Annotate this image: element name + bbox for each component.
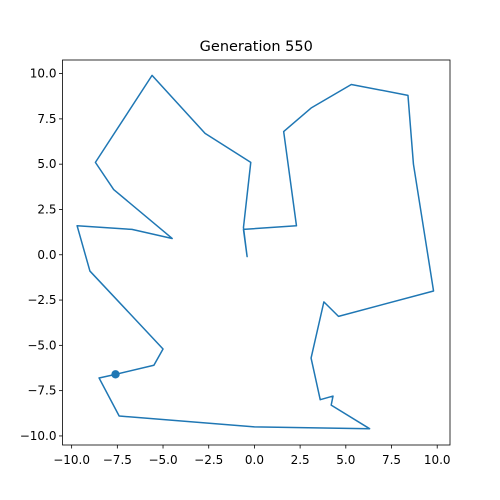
y-tick-label: −2.5 <box>27 293 56 307</box>
y-tick-label: −10.0 <box>20 429 57 443</box>
start-point-marker <box>111 370 120 379</box>
chart-title: Generation 550 <box>200 39 313 55</box>
x-tick-label: −7.5 <box>103 453 132 467</box>
x-tick-label: 5.0 <box>336 453 355 467</box>
x-tick-label: 7.5 <box>382 453 401 467</box>
x-tick-label: −2.5 <box>194 453 223 467</box>
x-axis-ticks: −10.0 −7.5 −5.0 −2.5 0.0 2.5 5.0 7.5 10.0 <box>53 445 451 467</box>
y-tick-label: 10.0 <box>30 67 57 81</box>
y-tick-label: 0.0 <box>37 248 56 262</box>
y-tick-label: 5.0 <box>37 157 56 171</box>
series-layer <box>76 74 435 430</box>
plot-frame <box>62 59 451 446</box>
x-tick-label: −5.0 <box>148 453 177 467</box>
x-tick-label: 0.0 <box>245 453 264 467</box>
y-tick-label: −5.0 <box>27 338 56 352</box>
y-tick-label: 2.5 <box>37 202 56 216</box>
plot-area <box>62 60 450 445</box>
y-axis-ticks: −10.0 −7.5 −5.0 −2.5 0.0 2.5 5.0 7.5 10.0 <box>20 67 63 443</box>
x-tick-label: −10.0 <box>53 453 90 467</box>
tour-path-line <box>76 74 435 430</box>
y-tick-label: −7.5 <box>27 384 56 398</box>
x-tick-label: 10.0 <box>424 453 451 467</box>
x-tick-label: 2.5 <box>291 453 310 467</box>
y-tick-label: 7.5 <box>37 112 56 126</box>
